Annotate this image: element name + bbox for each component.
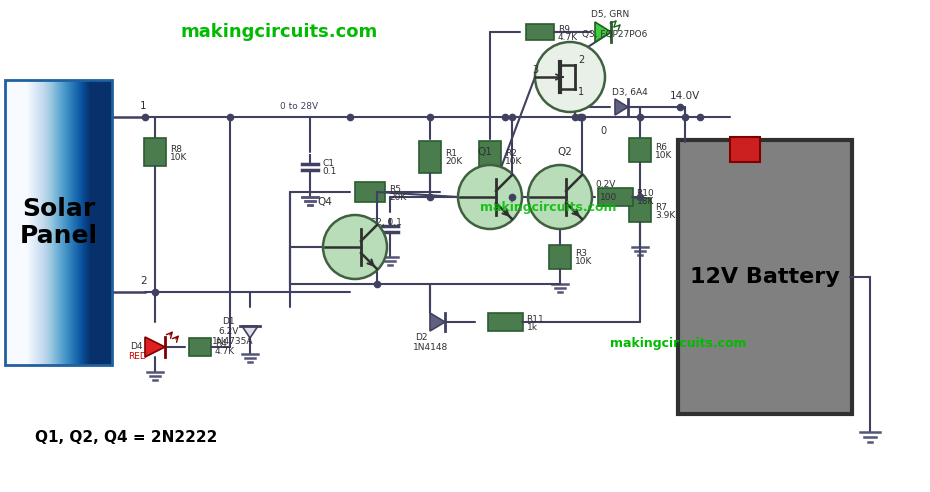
Text: C2, 0.1: C2, 0.1 xyxy=(370,218,402,227)
Text: makingcircuits.com: makingcircuits.com xyxy=(180,23,378,41)
Polygon shape xyxy=(242,326,258,338)
Text: Q1, Q2, Q4 = 2N2222: Q1, Q2, Q4 = 2N2222 xyxy=(35,430,218,444)
FancyBboxPatch shape xyxy=(189,338,211,356)
Text: 14.0V: 14.0V xyxy=(670,91,700,101)
Text: 10K: 10K xyxy=(505,157,523,166)
FancyBboxPatch shape xyxy=(419,141,441,173)
Text: 0 to 28V: 0 to 28V xyxy=(280,102,318,111)
Text: Q4: Q4 xyxy=(317,197,332,207)
Circle shape xyxy=(535,42,605,112)
Circle shape xyxy=(528,165,592,229)
Text: D4: D4 xyxy=(130,342,142,351)
Text: 10K: 10K xyxy=(575,257,592,267)
Text: 100: 100 xyxy=(600,193,618,202)
Text: 0: 0 xyxy=(600,126,606,136)
Text: 4.7K: 4.7K xyxy=(215,347,235,357)
Text: R5: R5 xyxy=(389,184,401,193)
Text: R10: R10 xyxy=(636,189,654,198)
Text: R8: R8 xyxy=(170,145,182,154)
Text: R3: R3 xyxy=(575,249,587,258)
Text: D1: D1 xyxy=(222,317,234,326)
Text: 20K: 20K xyxy=(445,157,462,166)
Text: 1N4148: 1N4148 xyxy=(413,343,448,352)
Text: D2: D2 xyxy=(415,333,428,342)
Circle shape xyxy=(458,165,522,229)
Polygon shape xyxy=(615,99,628,115)
Bar xyxy=(5,80,112,365)
Text: 0.2V: 0.2V xyxy=(595,180,616,189)
Text: R1: R1 xyxy=(445,150,457,158)
Text: 3.9K: 3.9K xyxy=(655,211,675,219)
FancyBboxPatch shape xyxy=(597,188,632,206)
Text: R9: R9 xyxy=(558,25,570,33)
Text: 1N4735A: 1N4735A xyxy=(212,337,254,346)
Text: 1k: 1k xyxy=(526,322,538,332)
Text: 3: 3 xyxy=(532,65,538,75)
FancyBboxPatch shape xyxy=(355,182,385,202)
Text: RED: RED xyxy=(128,352,147,361)
Text: R7: R7 xyxy=(655,203,667,212)
Text: 18K: 18K xyxy=(636,197,654,207)
Polygon shape xyxy=(595,22,611,42)
Text: 6.2V: 6.2V xyxy=(218,327,238,336)
FancyBboxPatch shape xyxy=(526,24,554,40)
Text: makingcircuits.com: makingcircuits.com xyxy=(610,338,747,350)
Text: Q2: Q2 xyxy=(558,147,573,157)
Circle shape xyxy=(323,215,387,279)
FancyBboxPatch shape xyxy=(629,138,651,162)
Text: 2: 2 xyxy=(578,55,584,65)
Text: Q3, FQP27PO6: Q3, FQP27PO6 xyxy=(582,30,647,39)
Text: 1: 1 xyxy=(140,101,147,111)
Text: R11: R11 xyxy=(526,314,544,324)
Text: D5, GRN: D5, GRN xyxy=(591,10,630,19)
Text: 10K: 10K xyxy=(170,153,187,161)
Text: 1: 1 xyxy=(578,87,584,97)
Text: 0.1: 0.1 xyxy=(322,167,337,177)
Text: R2: R2 xyxy=(505,150,517,158)
Text: 2: 2 xyxy=(140,276,147,286)
Polygon shape xyxy=(430,313,445,331)
Bar xyxy=(730,137,760,162)
Text: R4: R4 xyxy=(215,339,227,348)
FancyBboxPatch shape xyxy=(629,198,651,222)
Text: 10K: 10K xyxy=(655,151,672,159)
FancyBboxPatch shape xyxy=(479,141,501,173)
FancyBboxPatch shape xyxy=(487,313,523,331)
Text: 12V Battery: 12V Battery xyxy=(690,267,840,287)
Text: R6: R6 xyxy=(655,143,667,152)
FancyBboxPatch shape xyxy=(144,138,166,166)
Polygon shape xyxy=(145,337,165,357)
Text: D3, 6A4: D3, 6A4 xyxy=(612,88,648,97)
FancyBboxPatch shape xyxy=(678,140,852,414)
Text: 4.7K: 4.7K xyxy=(558,32,578,41)
Text: C1: C1 xyxy=(322,158,334,167)
Text: makingcircuits.com: makingcircuits.com xyxy=(480,201,617,214)
Text: Q1: Q1 xyxy=(478,147,493,157)
Text: 20K: 20K xyxy=(389,192,406,202)
FancyBboxPatch shape xyxy=(549,245,571,269)
